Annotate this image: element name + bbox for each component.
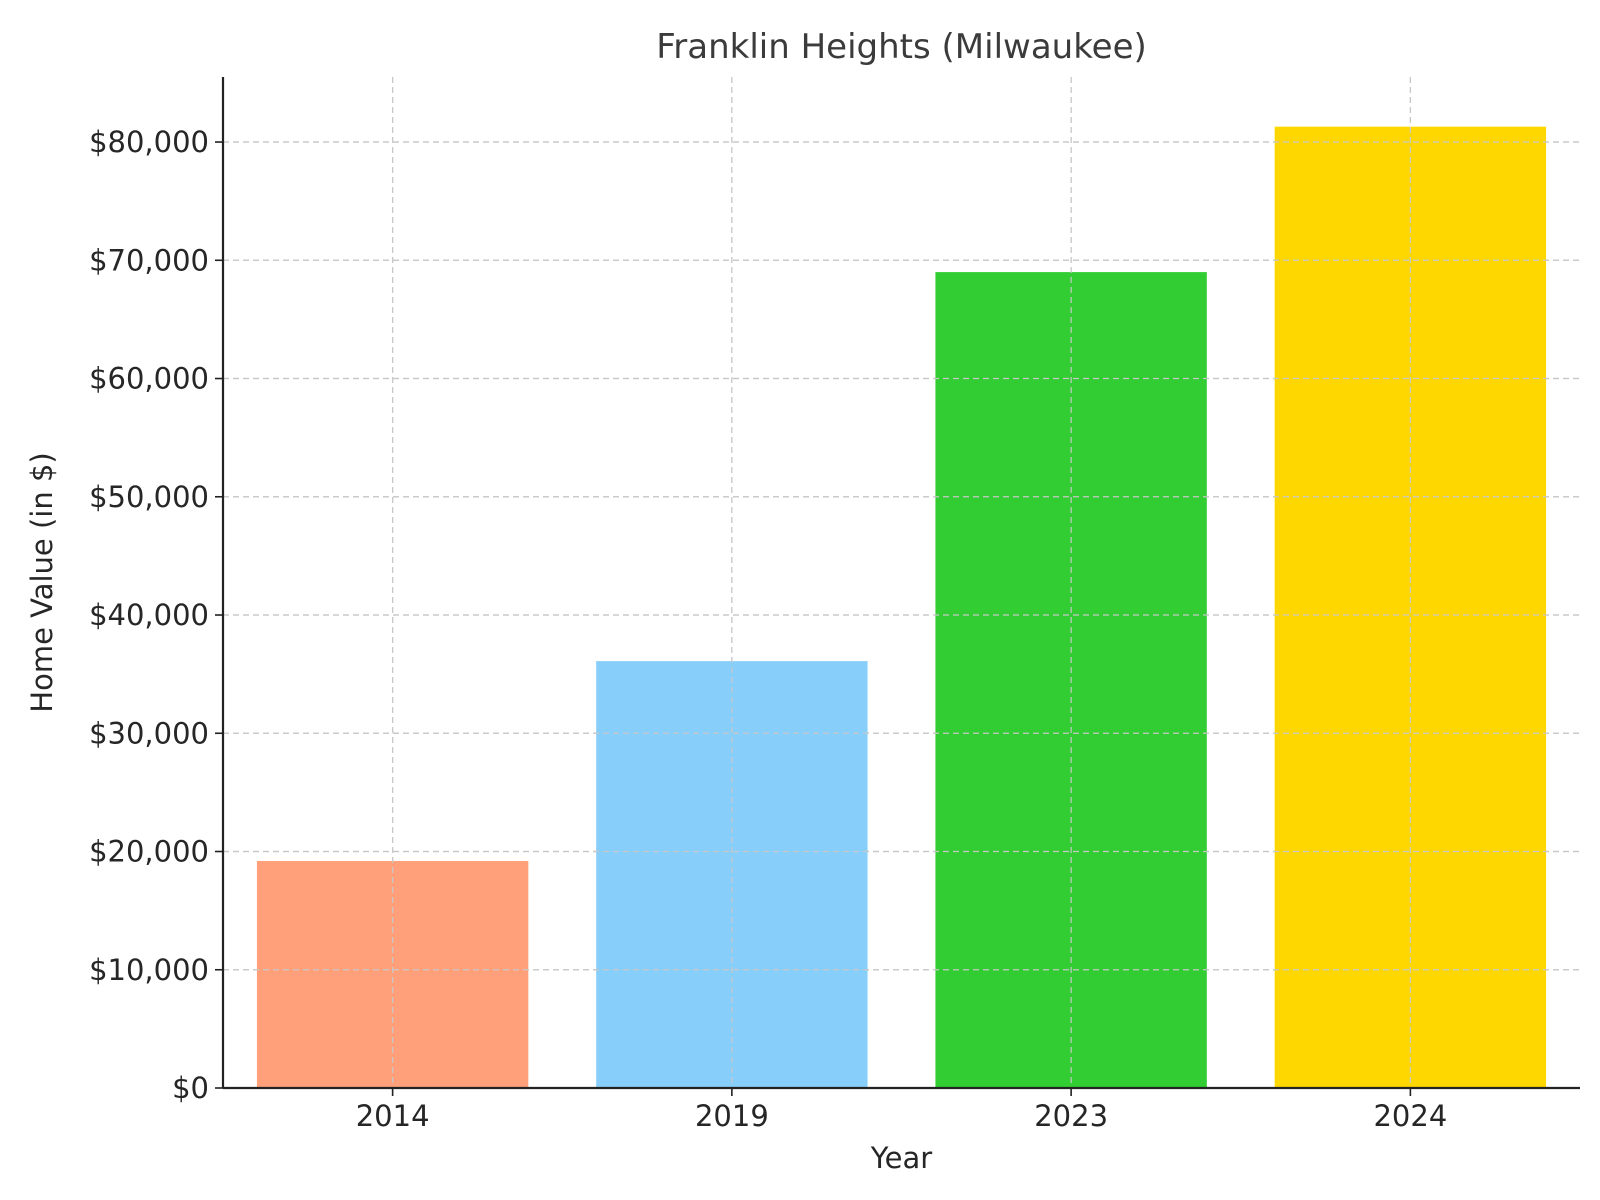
x-tick-label: 2024 bbox=[1373, 1099, 1447, 1133]
bars bbox=[223, 77, 1580, 1089]
y-tick-label: $50,000 bbox=[89, 480, 209, 514]
ticks: $0 $10,000 $20,000 $30,000 $40,000 $50,000 $60… bbox=[89, 125, 1447, 1133]
y-tick-label: $80,000 bbox=[89, 125, 209, 159]
bar-2014 bbox=[256, 860, 529, 1088]
y-tick-label: $30,000 bbox=[89, 716, 209, 750]
y-tick-label: $40,000 bbox=[89, 598, 209, 632]
bar-2019 bbox=[596, 661, 868, 1088]
y-tick-label: $70,000 bbox=[89, 243, 209, 277]
y-tick-label: $60,000 bbox=[89, 362, 209, 396]
y-tick-label: $10,000 bbox=[89, 953, 209, 987]
y-axis-label: Home Value (in $) bbox=[25, 452, 59, 712]
y-tick-label: $0 bbox=[172, 1071, 209, 1105]
x-tick-label: 2014 bbox=[356, 1099, 430, 1133]
axes bbox=[221, 77, 1580, 1090]
x-axis-label: Year bbox=[870, 1141, 932, 1175]
chart-title: Franklin Heights (Milwaukee) bbox=[656, 27, 1147, 67]
x-tick-label: 2023 bbox=[1034, 1099, 1108, 1133]
x-tick-label: 2019 bbox=[695, 1099, 769, 1133]
y-tick-label: $20,000 bbox=[89, 835, 209, 869]
